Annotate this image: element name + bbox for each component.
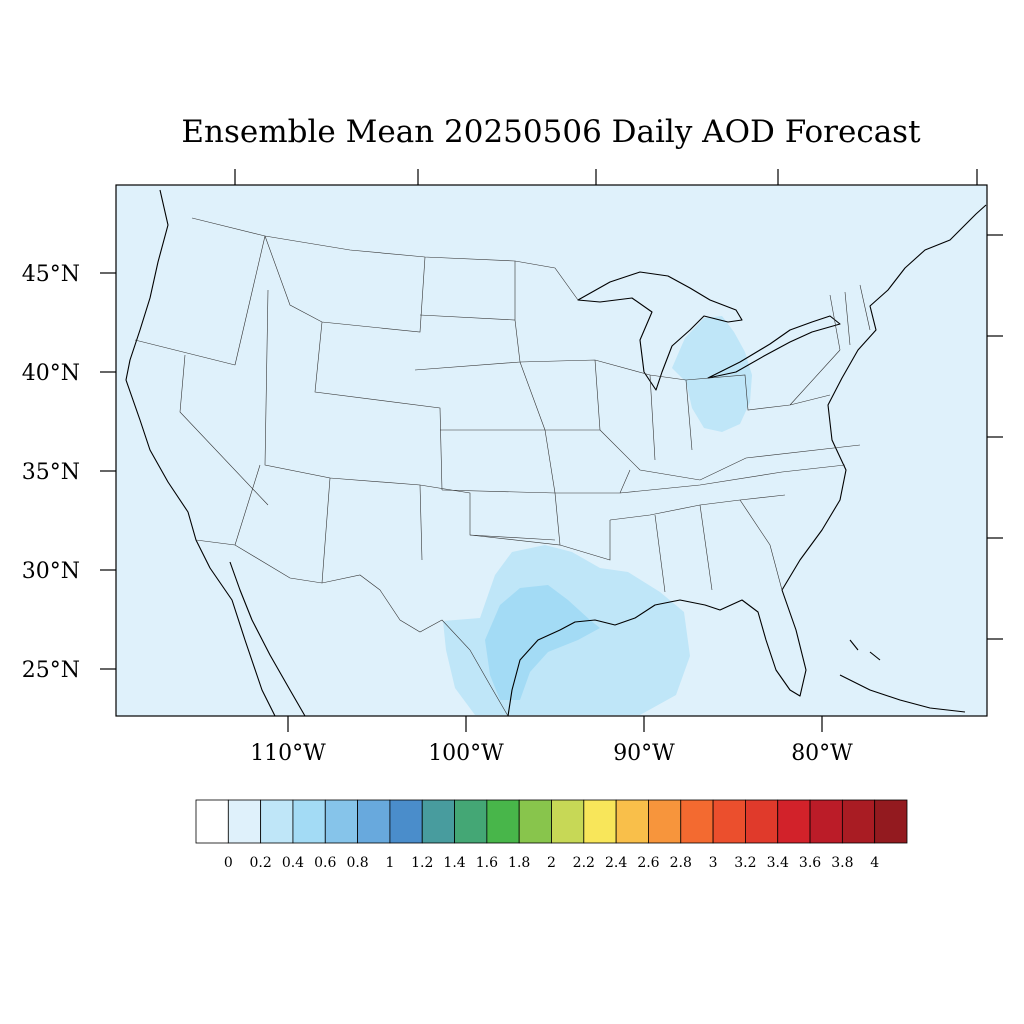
longitude-labels: 110°W 100°W 90°W 80°W <box>250 741 853 766</box>
cuba-bahamas <box>839 639 966 713</box>
colorbar-label: 0.8 <box>346 855 368 871</box>
colorbar: 0 0.2 0.4 0.6 0.8 1 1.2 1.4 1.6 1.8 2 2.2 2.4 2.6 2.8 3… <box>195 799 908 871</box>
colorbar-label: 0.2 <box>250 855 272 871</box>
state-lines-west <box>134 235 556 584</box>
colorbar-label: 1 <box>385 855 394 871</box>
lake-erie-ontario <box>707 315 841 379</box>
baja-coast <box>229 561 306 717</box>
colorbar-label: 2.6 <box>637 855 659 871</box>
colorbar-label: 0.4 <box>282 855 304 871</box>
lon-label: 80°W <box>791 741 853 766</box>
lat-label: 40°N <box>22 361 80 386</box>
colorbar-box <box>227 799 262 844</box>
map-panel: 45°N 40°N 35°N 30°N 25°N 110°W 100°W 90°… <box>22 169 1003 766</box>
colorbar-box <box>518 799 552 844</box>
colorbar-box <box>615 799 649 844</box>
lat-label: 25°N <box>22 658 80 683</box>
colorbar-box <box>745 799 779 844</box>
colorbar-box <box>777 799 811 844</box>
colorbar-label: 1.2 <box>411 855 433 871</box>
atlantic-coastline <box>781 204 987 591</box>
colorbar-boxes <box>195 799 908 844</box>
us-mexico-border <box>195 539 509 717</box>
colorbar-box <box>712 799 746 844</box>
figure-title: Ensemble Mean 20250506 Daily AOD Forecas… <box>181 114 921 150</box>
colorbar-label: 1.4 <box>443 855 465 871</box>
colorbar-box <box>454 799 488 844</box>
lon-label: 90°W <box>613 741 675 766</box>
colorbar-box <box>583 799 617 844</box>
aod-region-texas-core <box>485 585 600 700</box>
colorbar-label: 3 <box>709 855 718 871</box>
latitude-labels: 45°N 40°N 35°N 30°N 25°N <box>22 262 80 683</box>
coastlines <box>125 189 987 717</box>
lat-label: 45°N <box>22 262 80 287</box>
pacific-coastline <box>125 189 276 717</box>
great-lakes-outline <box>577 271 743 391</box>
lon-label: 100°W <box>428 741 504 766</box>
colorbar-box <box>486 799 520 844</box>
colorbar-box <box>195 799 229 844</box>
gulf-of-mexico-coastline <box>507 589 807 717</box>
colorbar-box <box>809 799 843 844</box>
colorbar-label: 2.8 <box>670 855 692 871</box>
aod-shading <box>443 316 752 715</box>
map-tick-marks <box>100 169 1003 732</box>
colorbar-label: 3.2 <box>734 855 756 871</box>
colorbar-label: 3.6 <box>799 855 821 871</box>
colorbar-label: 1.8 <box>508 855 530 871</box>
lat-label: 35°N <box>22 460 80 485</box>
colorbar-box <box>260 799 294 844</box>
map-frame <box>115 184 988 717</box>
colorbar-box <box>841 799 876 844</box>
political-borders <box>134 217 871 717</box>
aod-region-great-lakes <box>672 316 752 432</box>
colorbar-label: 2.2 <box>573 855 595 871</box>
colorbar-box <box>680 799 714 844</box>
colorbar-box <box>874 799 908 844</box>
colorbar-label: 4 <box>870 855 879 871</box>
state-lines-east <box>594 284 871 593</box>
colorbar-box <box>324 799 358 844</box>
colorbar-box <box>551 799 585 844</box>
colorbar-label: 1.6 <box>476 855 498 871</box>
lon-label: 110°W <box>250 741 326 766</box>
lat-label: 30°N <box>22 559 80 584</box>
colorbar-box <box>389 799 423 844</box>
colorbar-label: 0 <box>224 855 233 871</box>
colorbar-label: 3.8 <box>831 855 853 871</box>
colorbar-label: 2 <box>547 855 556 871</box>
colorbar-labels: 0 0.2 0.4 0.6 0.8 1 1.2 1.4 1.6 1.8 2 2.2 2.4 2.6 2.8 3… <box>224 855 879 871</box>
colorbar-label: 0.6 <box>314 855 336 871</box>
colorbar-box <box>648 799 682 844</box>
colorbar-box <box>421 799 455 844</box>
colorbar-label: 2.4 <box>605 855 627 871</box>
colorbar-label: 3.4 <box>767 855 789 871</box>
colorbar-box <box>357 799 391 844</box>
colorbar-box <box>292 799 326 844</box>
